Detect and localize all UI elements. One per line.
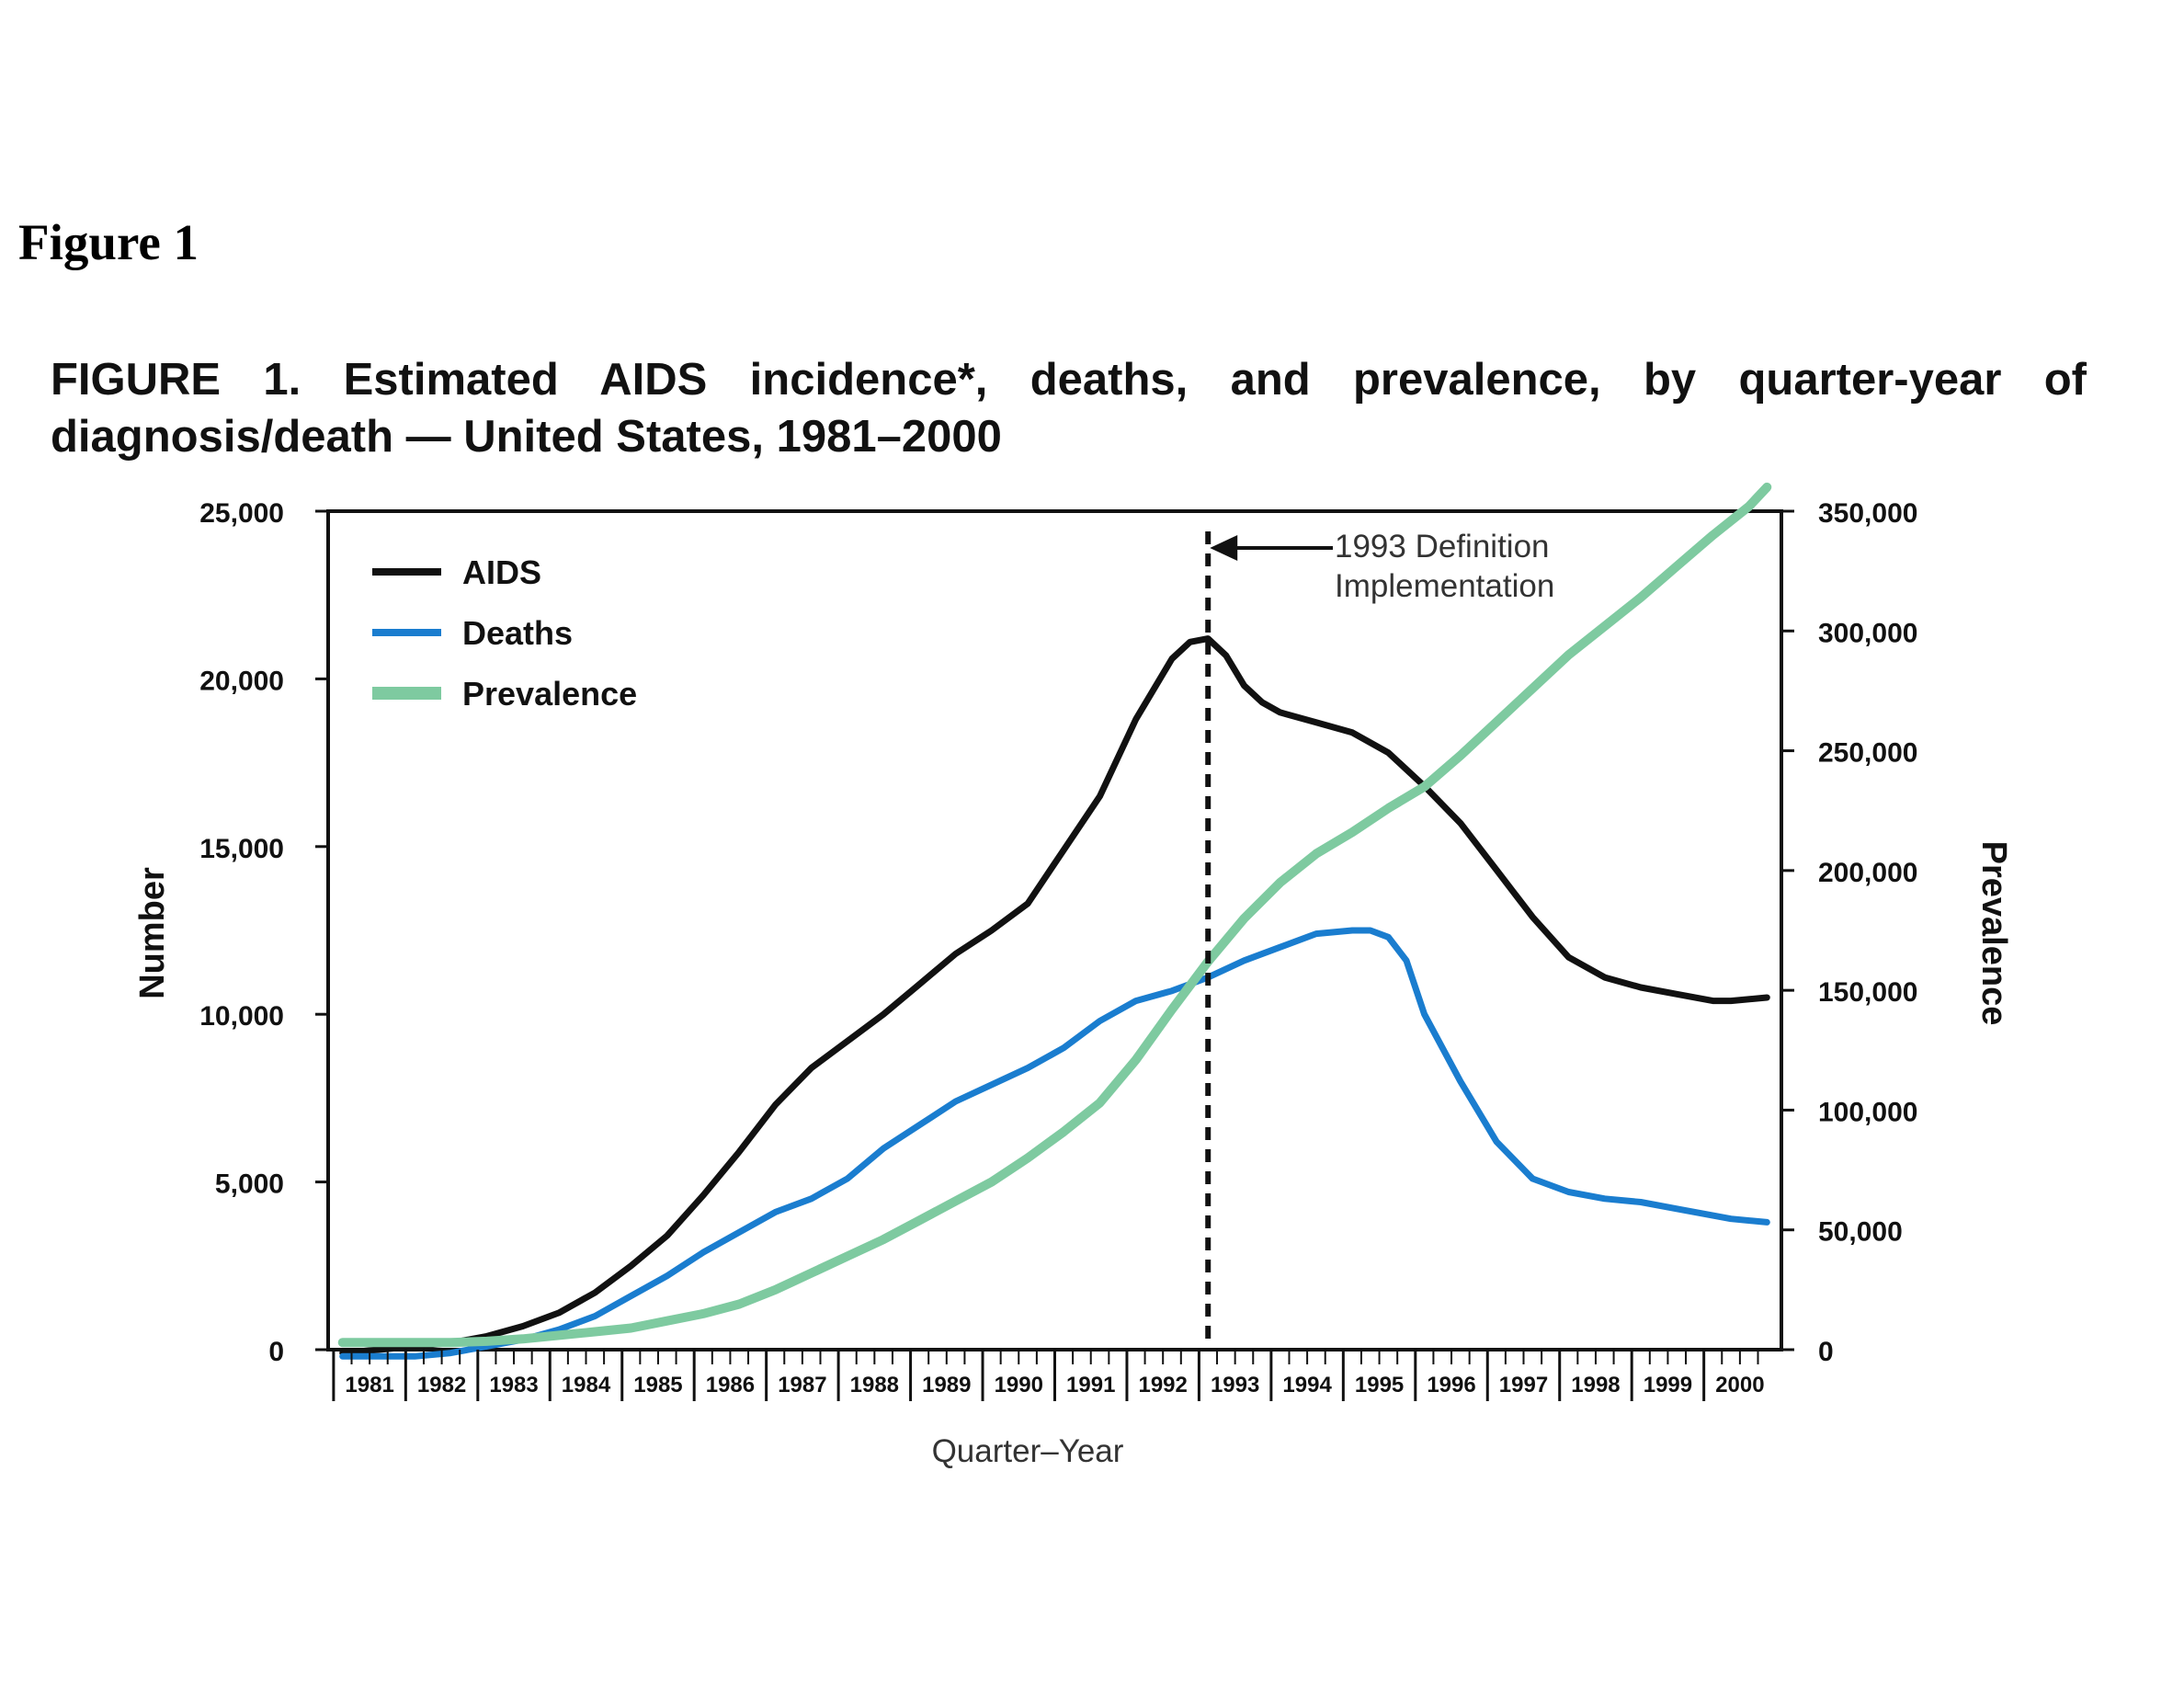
series-line-deaths: [339, 927, 1770, 1360]
y-axis-title: Number: [133, 867, 172, 999]
x-tick-label: 1998: [1571, 1373, 1620, 1397]
series-line-aids: [339, 635, 1770, 1357]
y-tick-label: 20,000: [199, 666, 284, 696]
x-tick-label: 1994: [1282, 1373, 1332, 1397]
figure-heading: Figure 1: [18, 214, 199, 270]
x-tick-label: 1985: [633, 1373, 682, 1397]
y2-tick-label: 200,000: [1818, 858, 1917, 888]
x-tick-label: 1992: [1138, 1373, 1187, 1397]
annotation-text: 1993 Definition: [1335, 529, 1550, 565]
legend-label-aids: AIDS: [462, 553, 541, 591]
annotation-arrow-head: [1210, 535, 1238, 561]
x-tick-label: 2000: [1715, 1373, 1764, 1397]
x-tick-label: 1995: [1355, 1373, 1404, 1397]
x-tick-label: 1988: [850, 1373, 899, 1397]
x-tick-label: 1987: [778, 1373, 826, 1397]
x-tick-label: 1999: [1644, 1373, 1692, 1397]
x-tick-label: 1989: [922, 1373, 971, 1397]
x-tick-label: 1991: [1066, 1373, 1115, 1397]
y2-tick-label: 350,000: [1818, 498, 1917, 529]
legend-label-deaths: Deaths: [462, 614, 573, 652]
x-tick-label: 1983: [489, 1373, 538, 1397]
x-tick-label: 1996: [1427, 1373, 1475, 1397]
x-tick-label: 1981: [345, 1373, 393, 1397]
x-tick-label: 1982: [417, 1373, 466, 1397]
y-tick-label: 5,000: [215, 1169, 284, 1200]
x-axis-title: Quarter–Year: [932, 1433, 1124, 1469]
y2-tick-label: 300,000: [1818, 618, 1917, 648]
series-line-prevalence: [337, 482, 1772, 1348]
legend-label-prevalence: Prevalence: [462, 675, 637, 713]
x-tick-label: 1984: [562, 1373, 611, 1397]
y2-tick-label: 150,000: [1818, 977, 1917, 1008]
annotation-text: Implementation: [1335, 568, 1554, 604]
y2-tick-label: 50,000: [1818, 1217, 1903, 1248]
x-tick-label: 1993: [1211, 1373, 1259, 1397]
y-tick-label: 15,000: [199, 834, 284, 864]
x-tick-label: 1986: [706, 1373, 755, 1397]
y-tick-label: 0: [268, 1337, 284, 1367]
x-tick-label: 1990: [995, 1373, 1043, 1397]
y-tick-label: 25,000: [199, 498, 284, 529]
y2-tick-label: 250,000: [1818, 738, 1917, 769]
x-tick-label: 1997: [1499, 1373, 1548, 1397]
y2-axis-title: Prevalence: [1974, 841, 2013, 1026]
y2-tick-label: 100,000: [1818, 1097, 1917, 1127]
y-tick-label: 10,000: [199, 1001, 284, 1032]
y2-tick-label: 0: [1818, 1337, 1834, 1367]
figure-caption: FIGURE 1. Estimated AIDS incidence*, dea…: [51, 355, 2087, 462]
